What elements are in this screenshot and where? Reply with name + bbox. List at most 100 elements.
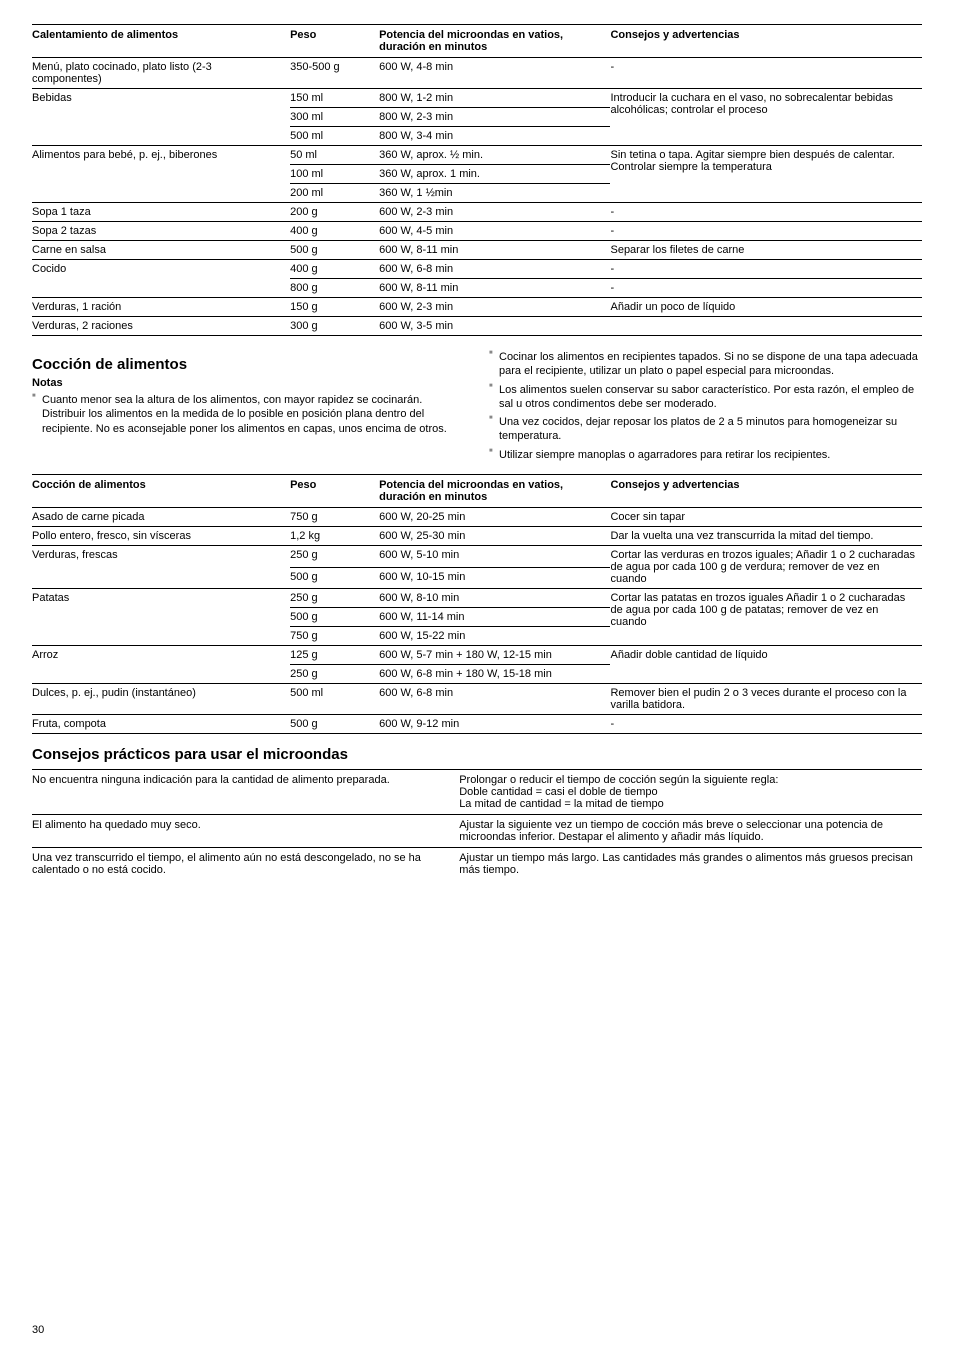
table-cell: - [610,279,922,298]
left-notes-list: Cuanto menor sea la altura de los alimen… [32,393,465,436]
tip-solution: Prolongar o reducir el tiempo de cocción… [459,770,922,815]
table-cell: Sopa 2 tazas [32,222,290,241]
table-cell: 500 g [290,241,379,260]
table-cell: 1,2 kg [290,527,379,546]
table-cell: 600 W, 20-25 min [379,508,610,527]
table-cell: 400 g [290,222,379,241]
table-cell: 600 W, 6-8 min [379,684,610,715]
table-cell: Menú, plato cocinado, plato listo (2-3 c… [32,58,290,89]
table-cell: 500 ml [290,127,379,146]
table-cell: 250 g [290,589,379,608]
table-cell: 600 W, 8-11 min [379,279,610,298]
t1-h4: Consejos y advertencias [610,25,922,58]
table-cell [610,317,922,336]
table-cell: Verduras, 1 ración [32,298,290,317]
table-cell: Añadir un poco de líquido [610,298,922,317]
table-cell: Arroz [32,646,290,684]
tips-table: No encuentra ninguna indicación para la … [32,769,922,880]
table-cell: 100 ml [290,165,379,184]
table-cell: 125 g [290,646,379,665]
table-cell: 150 ml [290,89,379,108]
table-cell: 250 g [290,665,379,684]
tip-problem: No encuentra ninguna indicación para la … [32,770,459,815]
table-cell: 300 ml [290,108,379,127]
table-cell: - [610,58,922,89]
table-cell: Dulces, p. ej., pudin (instantáneo) [32,684,290,715]
table-cell: 360 W, aprox. ½ min. [379,146,610,165]
table-cell: 500 ml [290,684,379,715]
table-cell: 500 g [290,715,379,734]
table-cell: 600 W, 6-8 min [379,260,610,279]
table-cell: Añadir doble cantidad de líquido [610,646,922,684]
t1-h3: Potencia del microondas en vatios, durac… [379,25,610,58]
table-cell: 750 g [290,627,379,646]
table-cell: Verduras, 2 raciones [32,317,290,336]
table-cell: 500 g [290,567,379,589]
tips-title: Consejos prácticos para usar el microond… [32,746,922,763]
table-cell: 600 W, 2-3 min [379,298,610,317]
table-cell: Remover bien el pudin 2 o 3 veces durant… [610,684,922,715]
tip-problem: El alimento ha quedado muy seco. [32,815,459,848]
table-cell: - [610,260,922,279]
table-cell: 600 W, 25-30 min [379,527,610,546]
table-cell: 600 W, 2-3 min [379,203,610,222]
table-cell: 600 W, 4-8 min [379,58,610,89]
table-cell: 360 W, aprox. 1 min. [379,165,610,184]
table-cell: Bebidas [32,89,290,146]
table-cell: 800 W, 2-3 min [379,108,610,127]
note-item: Cocinar los alimentos en recipientes tap… [489,350,922,379]
table-cell: - [610,203,922,222]
table-cell: 600 W, 4-5 min [379,222,610,241]
note-item: Una vez cocidos, dejar reposar los plato… [489,415,922,444]
table-cell: 50 ml [290,146,379,165]
table-cell: 600 W, 15-22 min [379,627,610,646]
t2-h2: Peso [290,475,379,508]
table-cell: Cortar las patatas en trozos iguales Aña… [610,589,922,646]
page-number: 30 [32,1324,44,1336]
table-cell: Sopa 1 taza [32,203,290,222]
note-item: Los alimentos suelen conservar su sabor … [489,383,922,412]
table-cell: 250 g [290,546,379,568]
table-cell: Fruta, compota [32,715,290,734]
right-notes-list: Cocinar los alimentos en recipientes tap… [489,350,922,462]
table-cell: 600 W, 11-14 min [379,608,610,627]
notas-label: Notas [32,377,465,389]
t2-h4: Consejos y advertencias [610,475,922,508]
table-cell: Alimentos para bebé, p. ej., biberones [32,146,290,203]
table-cell: 300 g [290,317,379,336]
table-cell: 200 ml [290,184,379,203]
table-cell: Verduras, frescas [32,546,290,589]
table-cell: 600 W, 8-11 min [379,241,610,260]
table-cell: Separar los filetes de carne [610,241,922,260]
table-cell: Sin tetina o tapa. Agitar siempre bien d… [610,146,922,203]
tip-problem: Una vez transcurrido el tiempo, el alime… [32,848,459,881]
table-cell: 400 g [290,260,379,279]
table-cell: 600 W, 6-8 min + 180 W, 15-18 min [379,665,610,684]
note-item: Cuanto menor sea la altura de los alimen… [32,393,465,436]
t2-h3: Potencia del microondas en vatios, durac… [379,475,610,508]
table-cell: 600 W, 5-7 min + 180 W, 12-15 min [379,646,610,665]
table-cell: Patatas [32,589,290,646]
table-cell: 500 g [290,608,379,627]
table-cell: 150 g [290,298,379,317]
cooking-title: Cocción de alimentos [32,356,465,373]
t1-h2: Peso [290,25,379,58]
table-cell: Asado de carne picada [32,508,290,527]
table-cell: 750 g [290,508,379,527]
table-cell: 350-500 g [290,58,379,89]
tip-solution: Ajustar la siguiente vez un tiempo de co… [459,815,922,848]
table-cell: 800 W, 1-2 min [379,89,610,108]
table-cell: - [610,715,922,734]
table-cell: 600 W, 8-10 min [379,589,610,608]
tip-solution: Ajustar un tiempo más largo. Las cantida… [459,848,922,881]
table-cell: - [610,222,922,241]
table-cell: 200 g [290,203,379,222]
table-cell: Cocido [32,260,290,298]
cooking-foods-table: Cocción de alimentos Peso Potencia del m… [32,474,922,734]
table-cell: 600 W, 3-5 min [379,317,610,336]
cooking-notes-section: Cocción de alimentos Notas Cuanto menor … [32,348,922,466]
table-cell: Introducir la cuchara en el vaso, no sob… [610,89,922,146]
table-cell: 360 W, 1 ½min [379,184,610,203]
table-cell: 600 W, 5-10 min [379,546,610,568]
table-cell: 800 g [290,279,379,298]
